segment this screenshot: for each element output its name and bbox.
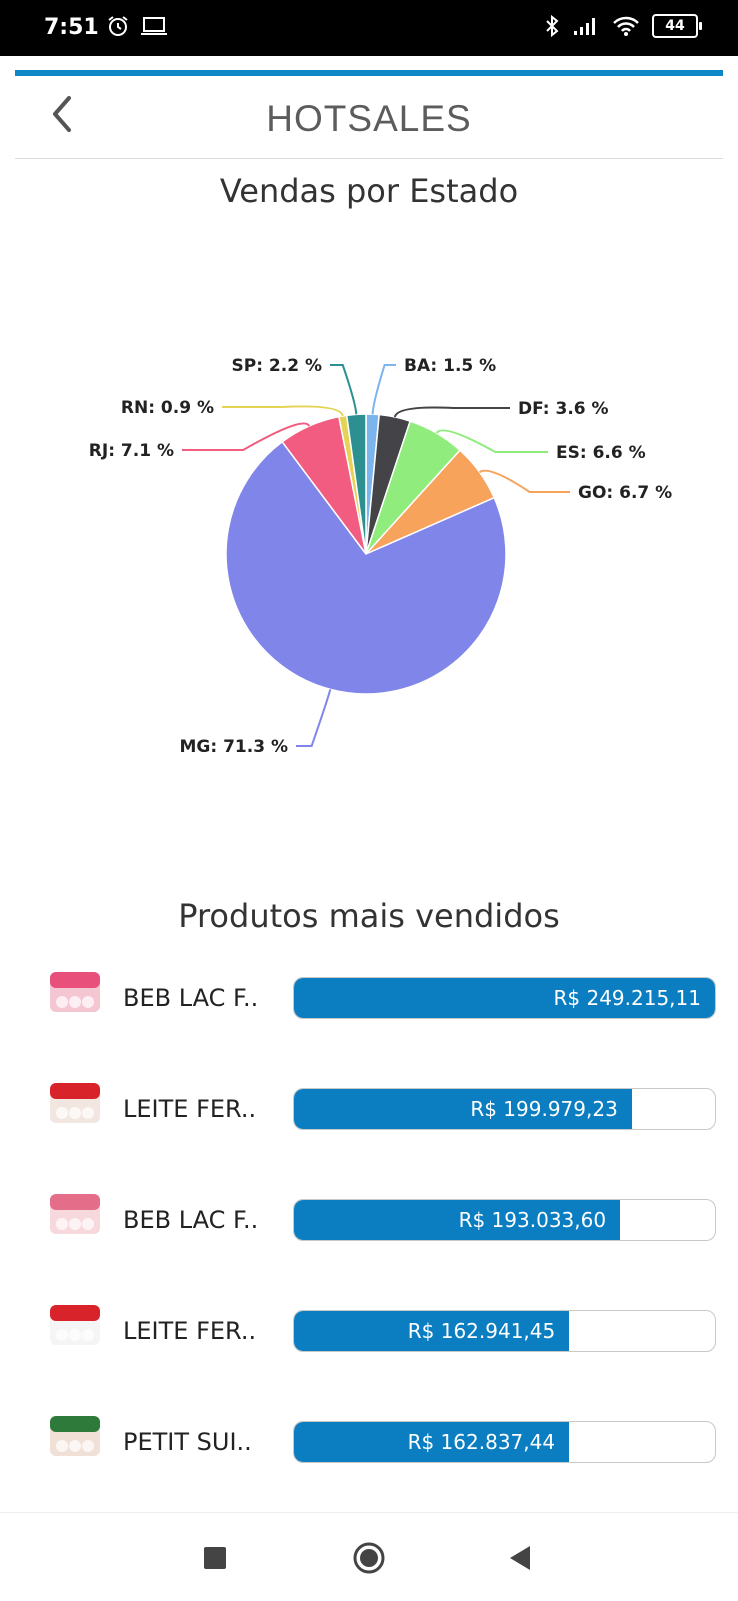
- chart-title: Vendas por Estado: [219, 172, 519, 210]
- state-sales-pie-chart: BA: 1.5 % DF: 3.6 % ES: 6.6 % GO: 6.7 % MG: …: [89, 356, 672, 757]
- product-row[interactable]: BEB LAC F.. R$ 249.215,11: [0, 962, 738, 1042]
- product-thumbnail-icon: [44, 1184, 106, 1246]
- sales-bar-fill: R$ 162.941,45: [294, 1311, 570, 1351]
- sales-value: R$ 199.979,23: [470, 1097, 618, 1121]
- pie-connector-rn: [222, 405, 344, 417]
- sales-bar-fill: R$ 249.215,11: [294, 978, 715, 1018]
- pie-slice-sp[interactable]: [345, 413, 367, 555]
- system-nav-bar: [0, 1512, 738, 1601]
- home-circle-icon: [353, 1542, 385, 1574]
- product-name: LEITE FER..: [123, 1317, 257, 1345]
- product-thumbnail-icon: [44, 962, 106, 1024]
- pie-label-go: GO: 6.7 %: [578, 483, 672, 503]
- chevron-left-icon: [53, 96, 71, 132]
- sales-bar-track: R$ 162.837,44: [293, 1421, 716, 1463]
- pie-label-rn: RN: 0.9 %: [121, 398, 214, 418]
- pie-connector-rj: [182, 422, 311, 451]
- alarm-icon: [108, 16, 128, 36]
- back-nav-button[interactable]: [504, 1541, 538, 1575]
- product-thumbnail-icon: [44, 1406, 106, 1468]
- bluetooth-icon: [546, 14, 559, 38]
- pie-connector-sp: [330, 364, 358, 415]
- sales-bar-fill: R$ 162.837,44: [294, 1422, 570, 1462]
- product-thumbnail-icon: [44, 1073, 106, 1135]
- page-title: HOTSALES: [266, 98, 472, 139]
- product-thumbnail-icon: [44, 1295, 106, 1357]
- sales-bar-track: R$ 193.033,60: [293, 1199, 716, 1241]
- products-section-title: Produtos mais vendidos: [178, 897, 560, 935]
- pie-connector-ba: [371, 364, 396, 415]
- pie-connector-mg: [296, 689, 332, 747]
- product-name: PETIT SUI..: [123, 1428, 252, 1456]
- sales-value: R$ 162.837,44: [407, 1430, 556, 1454]
- recent-apps-button[interactable]: [198, 1541, 232, 1575]
- sales-bar-track: R$ 162.941,45: [293, 1310, 716, 1352]
- product-name: BEB LAC F..: [123, 984, 259, 1012]
- pie-label-ba: BA: 1.5 %: [404, 356, 496, 376]
- laptop-icon: [141, 17, 167, 35]
- signal-icon: [574, 18, 595, 35]
- pie-label-rj: RJ: 7.1 %: [89, 441, 174, 461]
- product-row[interactable]: PETIT SUI.. R$ 162.837,44: [0, 1406, 738, 1486]
- pie-slice-mg[interactable]: [225, 440, 507, 695]
- triangle-back-icon: [510, 1546, 530, 1570]
- product-row[interactable]: BEB LAC F.. R$ 193.033,60: [0, 1184, 738, 1264]
- product-row[interactable]: LEITE FER.. R$ 199.979,23: [0, 1073, 738, 1153]
- sales-bar-track: R$ 249.215,11: [293, 977, 716, 1019]
- pie-label-sp: SP: 2.2 %: [232, 356, 323, 376]
- app-header: HOTSALES: [15, 76, 723, 159]
- product-name: LEITE FER..: [123, 1095, 257, 1123]
- wifi-icon: [613, 16, 639, 36]
- home-button[interactable]: [352, 1541, 386, 1575]
- battery-icon: 44: [652, 14, 702, 38]
- back-button[interactable]: [43, 94, 83, 134]
- square-icon: [204, 1547, 226, 1569]
- product-row[interactable]: LEITE FER.. R$ 162.941,45: [0, 1295, 738, 1375]
- status-bar: 7:51 44: [0, 0, 738, 56]
- pie-label-mg: MG: 71.3 %: [180, 737, 288, 757]
- pie-connector-es: [435, 429, 548, 453]
- sales-bar-track: R$ 199.979,23: [293, 1088, 716, 1130]
- pie-label-es: ES: 6.6 %: [556, 443, 646, 463]
- sales-bar-fill: R$ 193.033,60: [294, 1200, 621, 1240]
- pie-connector-go: [479, 469, 570, 493]
- pie-connector-df: [393, 406, 510, 418]
- product-name: BEB LAC F..: [123, 1206, 259, 1234]
- sales-value: R$ 249.215,11: [553, 986, 702, 1010]
- sales-value: R$ 162.941,45: [407, 1319, 556, 1343]
- pie-label-df: DF: 3.6 %: [518, 399, 609, 419]
- sales-bar-fill: R$ 199.979,23: [294, 1089, 632, 1129]
- status-time: 7:51: [44, 15, 99, 40]
- sales-value: R$ 193.033,60: [458, 1208, 607, 1232]
- accent-bar: [15, 70, 723, 76]
